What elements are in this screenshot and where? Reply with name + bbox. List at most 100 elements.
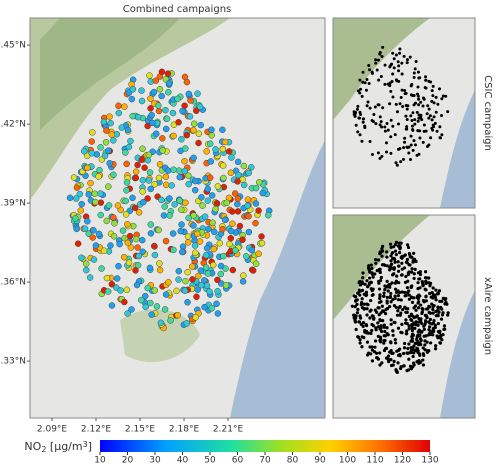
dot (378, 270, 382, 274)
dot (124, 126, 132, 134)
dot (153, 303, 161, 310)
dot (365, 77, 369, 81)
dot (356, 335, 360, 339)
dot (374, 339, 378, 343)
dot (426, 307, 430, 311)
dot (424, 334, 428, 338)
dot (364, 322, 368, 327)
dot (182, 199, 189, 207)
dot (379, 324, 383, 328)
dot (353, 320, 358, 324)
dot (158, 68, 166, 76)
dot (356, 307, 360, 312)
dot (414, 101, 418, 105)
colorbar-tick-label: 70 (259, 456, 271, 464)
dot (389, 318, 393, 322)
dot (366, 100, 370, 104)
dot (210, 245, 218, 253)
dot (192, 249, 199, 257)
dot (392, 359, 396, 363)
dot (393, 294, 397, 298)
dot (78, 200, 85, 208)
dot (365, 313, 369, 317)
dot (147, 95, 154, 102)
dot (374, 61, 378, 65)
dot (249, 267, 257, 274)
dot (415, 346, 419, 350)
dot (214, 310, 222, 317)
dot (389, 363, 394, 368)
dot (363, 81, 367, 85)
dot (399, 366, 403, 371)
dot (368, 140, 372, 144)
dot (106, 160, 113, 167)
dot (358, 338, 362, 342)
dot (383, 312, 388, 316)
dot (73, 184, 81, 191)
dot (442, 324, 447, 328)
dot (398, 51, 402, 55)
dot (388, 102, 392, 106)
dot (97, 190, 104, 197)
dot (402, 254, 406, 258)
dot (411, 128, 415, 132)
dot (404, 318, 408, 322)
dot (181, 157, 188, 165)
dot (431, 305, 435, 309)
dot (147, 185, 154, 193)
dot (428, 321, 432, 325)
dot (354, 327, 358, 332)
dot (397, 264, 401, 268)
dot (140, 198, 147, 206)
dot (368, 316, 372, 320)
dot (427, 304, 431, 308)
dot (189, 276, 196, 283)
dot (431, 286, 435, 290)
dot (378, 115, 382, 119)
dot (416, 330, 420, 334)
dot (402, 54, 406, 58)
dot (146, 72, 153, 79)
dot (363, 124, 367, 128)
dot (360, 139, 364, 143)
label-part: 3 (83, 440, 88, 449)
dot (161, 306, 169, 313)
dot (361, 324, 365, 329)
dot (183, 320, 191, 327)
dot (255, 250, 262, 258)
dot (391, 124, 395, 128)
dot (132, 174, 140, 182)
dot (441, 94, 445, 98)
dot (113, 275, 121, 282)
colorbar-tick-label: 80 (287, 456, 299, 464)
dot (158, 92, 165, 100)
dot (395, 313, 400, 317)
dot (165, 279, 172, 286)
dot (431, 123, 435, 127)
dot (423, 343, 427, 347)
dot (411, 148, 415, 152)
dot (386, 128, 390, 132)
dot (179, 107, 186, 115)
dot (413, 267, 417, 271)
dot (245, 212, 252, 220)
dot (405, 291, 410, 295)
dot (391, 333, 395, 337)
dot (394, 102, 398, 106)
colorbar (100, 440, 430, 452)
dot (165, 80, 173, 87)
dot (127, 137, 134, 145)
dot (388, 304, 392, 309)
dot (421, 298, 426, 303)
dot (443, 327, 447, 331)
dot (410, 313, 414, 317)
dot (385, 122, 389, 126)
dot (220, 174, 227, 182)
dot (415, 314, 419, 318)
dot (396, 60, 400, 64)
colorbar-tick-label: 130 (421, 456, 438, 464)
dot (202, 251, 210, 259)
dot (395, 79, 399, 83)
dot (385, 285, 389, 289)
dot (414, 308, 418, 312)
